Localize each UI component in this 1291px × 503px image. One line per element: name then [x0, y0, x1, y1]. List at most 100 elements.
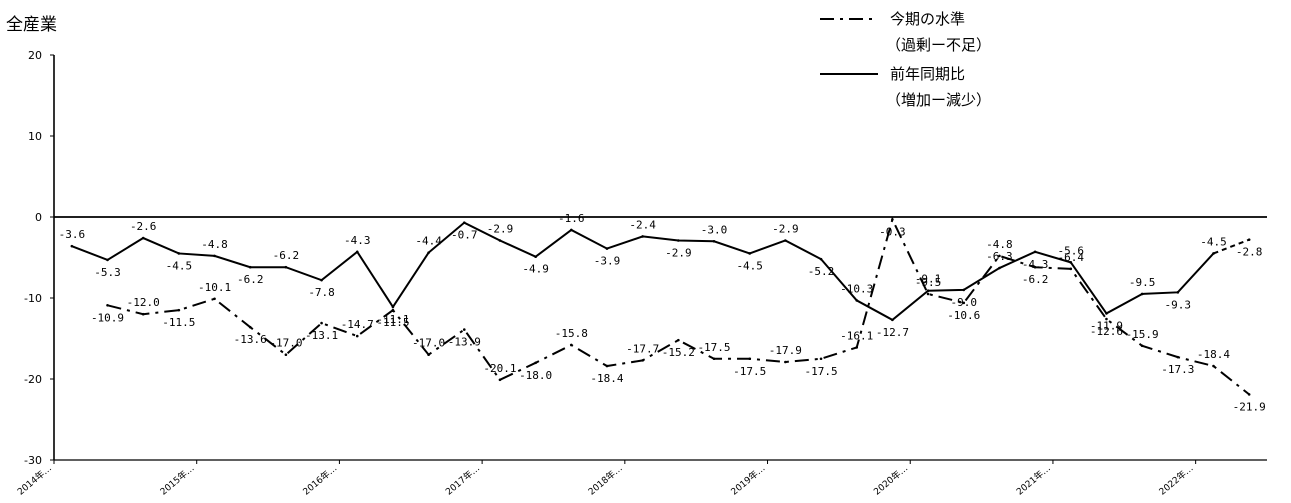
yoy-data-label: -4.8	[201, 238, 228, 251]
series-level-line	[107, 216, 1250, 396]
yoy-data-label: -6.3	[986, 250, 1013, 263]
level-data-label: -17.0	[269, 337, 302, 350]
yoy-point	[498, 239, 502, 242]
level-data-label: -17.3	[1161, 363, 1194, 376]
level-data-label: -11.5	[376, 316, 409, 329]
series-yoy-forecast-segment	[1213, 238, 1250, 255]
level-data-label: -15.9	[1126, 328, 1159, 341]
yoy-data-label: -11.1	[376, 313, 409, 326]
yoy-data-label: -1.6	[558, 212, 585, 225]
level-data-label: -17.5	[804, 365, 837, 378]
yoy-data-label: -4.9	[522, 263, 549, 276]
level-point	[284, 353, 288, 357]
yoy-point	[1212, 252, 1215, 255]
level-point	[248, 325, 252, 329]
level-data-label: -11.5	[162, 316, 195, 329]
level-point	[748, 357, 751, 361]
level-data-label: -13.6	[234, 333, 267, 346]
legend-sublabel: （過剰ー不足）	[886, 36, 991, 54]
yoy-data-label: -6.2	[237, 273, 264, 286]
yoy-point	[1033, 250, 1037, 254]
yoy-data-label: -4.5	[736, 259, 763, 272]
yoy-point	[677, 239, 680, 242]
level-point	[926, 292, 930, 296]
yoy-point	[962, 288, 966, 292]
yoy-point	[70, 244, 74, 248]
yoy-point	[641, 235, 644, 238]
level-data-label: -13.1	[305, 329, 338, 342]
level-data-label: -10.6	[947, 309, 980, 322]
yoy-point	[427, 251, 430, 254]
yoy-point	[355, 250, 359, 254]
yoy-data-label: -9.3	[1165, 298, 1192, 311]
yoy-point	[462, 221, 466, 224]
yoy-point	[819, 257, 823, 261]
level-data-label: -21.9	[1233, 400, 1266, 413]
level-data-label: -17.7	[626, 342, 659, 355]
yoy-data-label: -0.7	[451, 229, 478, 242]
yoy-point	[391, 305, 395, 309]
yoy-data-label: -9.1	[915, 273, 942, 286]
level-point	[570, 343, 573, 347]
level-point	[1176, 355, 1180, 359]
x-tick-label: 2020年…	[871, 462, 910, 497]
yoy-data-label: -3.9	[594, 255, 621, 268]
yoy-point	[605, 247, 609, 250]
yoy-data-label: -4.5	[1200, 235, 1227, 248]
level-point	[891, 218, 894, 221]
yoy-point	[284, 265, 288, 269]
x-tick-label: 2019年…	[728, 462, 767, 497]
y-tick-label: -30	[24, 454, 42, 467]
level-data-label: -6.2	[1022, 273, 1049, 286]
yoy-data-label: -4.3	[1022, 258, 1049, 271]
level-data-label: -13.9	[448, 336, 481, 349]
x-tick-label: 2014年…	[15, 462, 54, 497]
y-tick-label: 20	[28, 49, 42, 62]
yoy-point	[998, 266, 1001, 270]
level-data-label: -16.1	[840, 329, 873, 342]
yoy-data-label: -4.3	[344, 234, 371, 247]
yoy-data-label: -2.9	[772, 222, 799, 235]
level-point	[1069, 267, 1073, 271]
level-data-label: -10.9	[91, 311, 124, 324]
level-point	[1140, 344, 1144, 348]
yoy-point	[855, 299, 859, 302]
level-data-label: -18.4	[590, 372, 623, 385]
y-tick-label: -20	[24, 373, 42, 386]
x-tick-label: 2022年…	[1157, 462, 1196, 497]
level-point	[962, 301, 966, 305]
legend-label: 前年同期比	[890, 65, 965, 83]
level-data-label: -17.0	[412, 337, 445, 350]
level-point	[712, 357, 716, 361]
legend-label: 今期の水準	[890, 10, 965, 28]
yoy-data-label: -10.3	[840, 282, 873, 295]
yoy-data-label: -5.6	[1058, 244, 1085, 257]
level-point	[177, 308, 181, 312]
level-point	[391, 308, 395, 312]
yoy-data-label: -7.8	[308, 286, 335, 299]
level-point	[1212, 364, 1215, 368]
level-point	[462, 328, 466, 331]
level-point	[1247, 393, 1251, 396]
yoy-data-label: -5.3	[94, 266, 121, 279]
yoy-data-label: -11.9	[1090, 319, 1123, 332]
level-point	[855, 346, 859, 349]
x-tick-label: 2017年…	[443, 462, 482, 497]
yoy-data-label: -6.2	[273, 249, 300, 262]
yoy-data-label: -12.7	[876, 326, 909, 339]
yoy-point	[141, 236, 145, 240]
x-tick-label: 2021年…	[1014, 462, 1053, 497]
legend-sublabel: （増加ー減少）	[886, 91, 991, 109]
yoy-point	[320, 278, 323, 282]
yoy-data-label: -3.0	[701, 223, 728, 236]
yoy-data-label: -2.9	[665, 246, 692, 259]
yoy-point	[248, 265, 252, 269]
level-point	[677, 338, 680, 342]
yoy-point	[570, 228, 573, 232]
yoy-data-label: -2.8	[1236, 246, 1263, 259]
level-data-label: -18.0	[519, 369, 552, 382]
yoy-point	[534, 255, 537, 258]
yoy-point	[1069, 261, 1073, 264]
yoy-data-label: -2.6	[130, 220, 157, 233]
